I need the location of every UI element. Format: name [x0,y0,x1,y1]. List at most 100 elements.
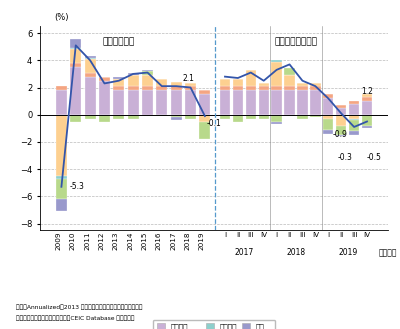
Bar [362,115,372,126]
Bar [233,115,243,121]
Bar [310,115,320,117]
Bar [156,79,168,86]
Bar [284,68,295,75]
Bar [70,49,81,63]
Bar [323,94,334,98]
Bar [310,84,320,86]
Bar [56,199,67,211]
Text: 資料：メキシコ国立統計地理院、CEIC Database から作成。: 資料：メキシコ国立統計地理院、CEIC Database から作成。 [16,316,134,321]
Bar [272,115,282,121]
Bar [323,115,334,119]
Bar [128,73,139,75]
Bar [185,90,196,115]
Bar [84,59,96,73]
Text: 2018: 2018 [286,248,306,257]
Bar [284,115,295,116]
Bar [142,90,153,115]
Bar [84,73,96,77]
Bar [156,90,168,115]
Bar [272,121,282,124]
Bar [142,71,153,75]
Bar [362,94,372,97]
Bar [336,108,346,115]
Bar [258,115,269,119]
Bar [199,121,210,139]
Bar [199,94,210,115]
Bar [336,135,346,137]
Bar [156,86,168,90]
Bar [362,101,372,115]
Bar [323,130,334,134]
Text: （年期）: （年期） [378,248,397,257]
Bar [233,90,243,115]
Legend: 個人消費, 政府消費, 総固定資本形成, 在庫変動, 純輸出, 誤差, GDP: 個人消費, 政府消費, 総固定資本形成, 在庫変動, 純輸出, 誤差, GDP [153,320,275,329]
Bar [70,115,81,121]
Bar [70,67,81,115]
Bar [258,90,269,115]
Bar [185,115,196,119]
Bar [56,179,67,199]
Text: -0.1: -0.1 [206,119,221,128]
Bar [336,126,346,135]
Bar [246,86,256,90]
Bar [349,119,359,120]
Bar [297,86,308,90]
Text: -0.3: -0.3 [338,153,353,163]
Bar [99,115,110,121]
Bar [310,86,320,90]
Bar [233,79,243,86]
Bar [284,75,295,86]
Bar [128,90,139,115]
Bar [246,115,256,119]
Bar [99,81,110,115]
Bar [349,101,359,104]
Bar [70,63,81,67]
Text: 2017: 2017 [235,248,254,257]
Bar [56,86,67,90]
Bar [258,84,269,86]
Text: 2.1: 2.1 [183,74,194,84]
Bar [56,90,67,115]
Bar [220,90,230,115]
Bar [199,90,210,94]
Bar [142,86,153,90]
Bar [170,90,182,115]
Bar [272,86,282,90]
Bar [336,105,346,108]
Text: -0.9: -0.9 [332,130,347,139]
Bar [142,75,153,86]
Bar [170,86,182,90]
Bar [84,77,96,115]
Text: (%): (%) [54,13,69,22]
Bar [128,86,139,90]
Bar [70,48,81,49]
Bar [284,86,295,90]
Bar [113,115,124,119]
Bar [185,84,196,86]
Bar [113,86,124,90]
Bar [349,115,359,119]
Bar [336,115,346,126]
Bar [84,115,96,119]
Bar [349,120,359,131]
Bar [142,70,153,71]
Bar [70,38,81,48]
Bar [220,79,230,86]
Bar [272,90,282,115]
Bar [297,90,308,115]
Bar [84,56,96,58]
Bar [323,119,334,130]
Text: -0.5: -0.5 [367,153,382,163]
Bar [233,86,243,90]
Bar [246,70,256,86]
Text: 備考：Annualized、2013 年価格ベース。前年比、前年同期比。: 備考：Annualized、2013 年価格ベース。前年比、前年同期比。 [16,304,142,310]
Bar [84,58,96,59]
Bar [99,77,110,81]
Bar [113,77,124,79]
Bar [170,115,182,117]
Bar [349,131,359,135]
Bar [246,90,256,115]
Bar [258,86,269,90]
Bar [297,84,308,86]
Text: （四半期ベース）: （四半期ベース） [274,37,318,46]
